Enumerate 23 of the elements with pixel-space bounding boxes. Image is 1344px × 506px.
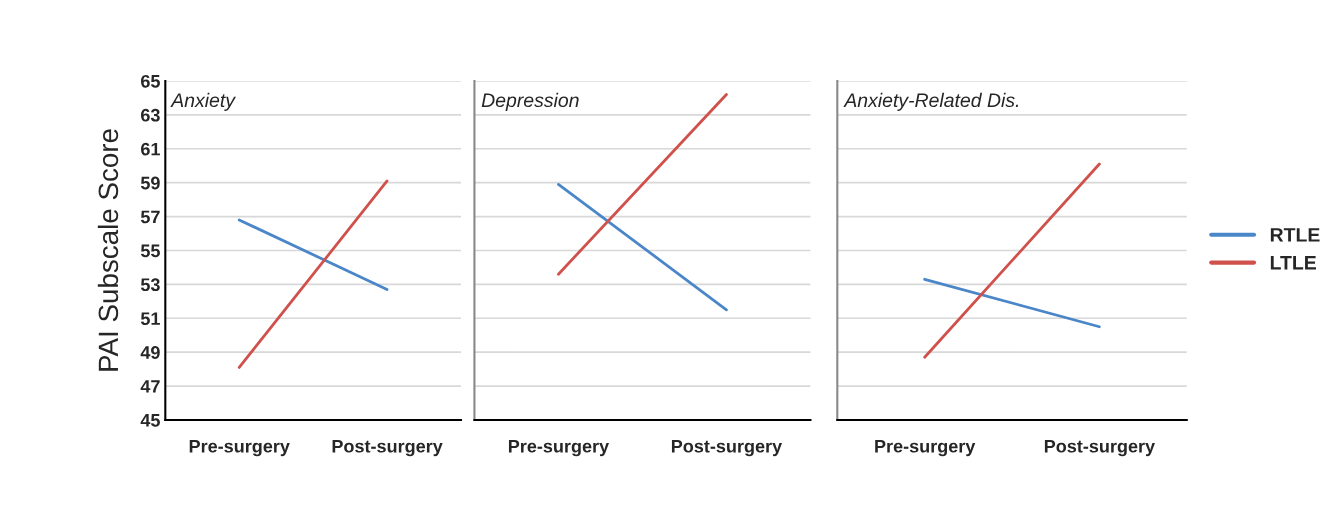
y-tick-label: 47 [140,380,160,393]
y-tick-label: 53 [140,278,160,292]
x-tick-label: Post-surgery [671,440,783,457]
x-tick-label: Pre-surgery [508,440,610,457]
y-tick-label: 65 [141,74,160,88]
text: Depression [481,92,579,111]
x-tick-label: Post-surgery [1044,440,1155,457]
y-tick-label: 45 [140,414,160,427]
x-tick-label: Pre-surgery [875,440,976,457]
text: Anxiety-Related Dis. [843,92,1019,111]
y-tick-label: 57 [140,210,160,224]
x-tick-label: Post-surgery [332,440,443,457]
y-tick-label: 61 [141,142,160,156]
legend-label: RTLE [1270,228,1320,242]
y-tick-label: 59 [140,176,160,190]
y-tick-label: 63 [141,108,160,122]
y-tick-label: 49 [140,346,160,359]
legend-label: LTLE [1270,256,1316,270]
y-tick-label: 55 [140,244,160,258]
y-axis-title: PAI Subscale Score [97,129,119,371]
text: Anxiety [170,92,236,111]
x-tick-label: Pre-surgery [189,440,290,457]
y-tick-label: 51 [140,312,160,325]
